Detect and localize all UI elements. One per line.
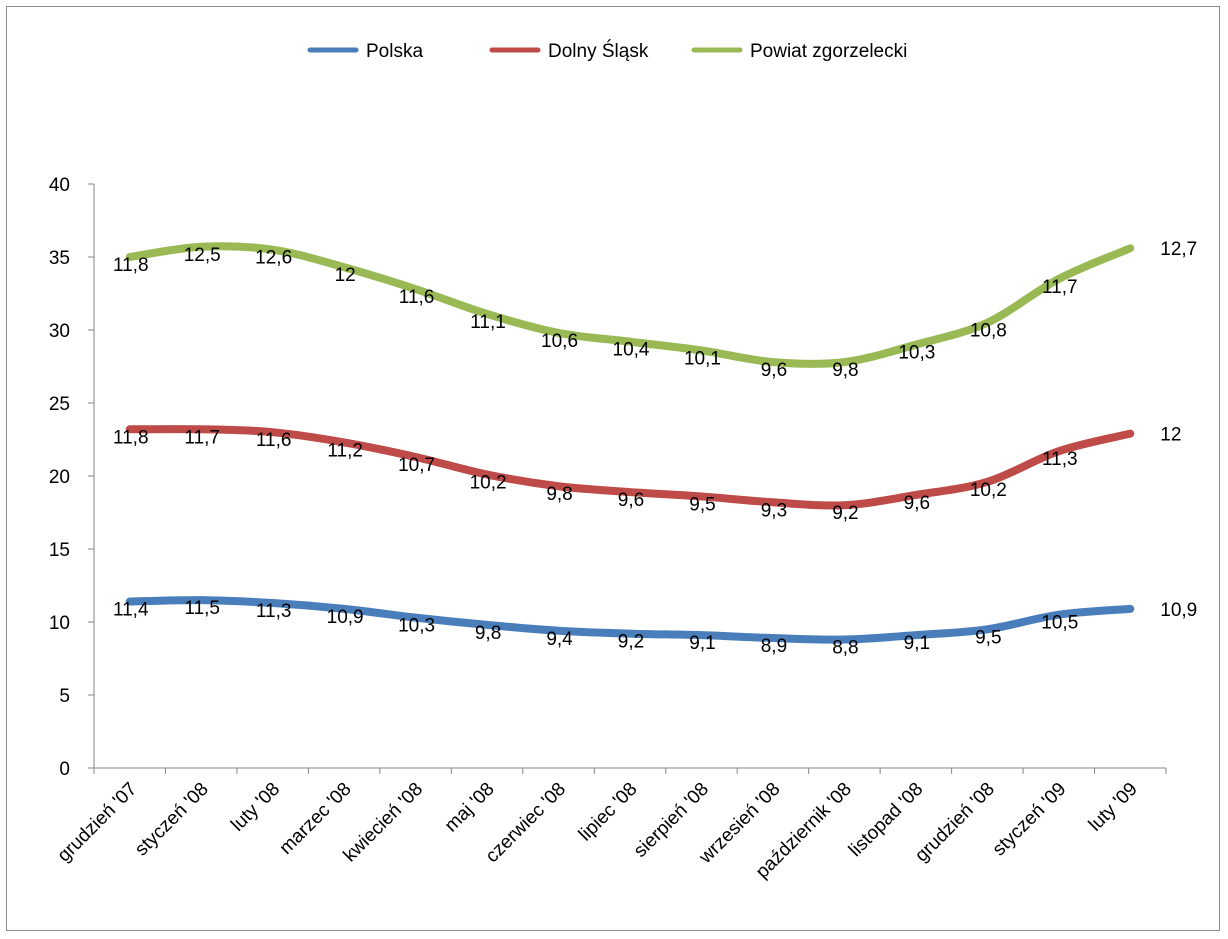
y-tick-label: 5: [59, 686, 70, 707]
data-label: 9,6: [618, 490, 644, 511]
data-label: 9,1: [904, 633, 930, 654]
data-label: 10,3: [898, 343, 935, 364]
x-tick-label: styczeń '09: [989, 779, 1071, 861]
x-tick-label: lipiec '08: [575, 779, 642, 846]
legend-label: Polska: [366, 41, 423, 62]
data-label: 11,3: [256, 601, 292, 622]
data-label: 12,6: [255, 248, 292, 269]
data-label: 10,2: [970, 480, 1007, 501]
data-label: 10,2: [470, 473, 507, 494]
series-line-1: [125, 425, 1135, 510]
data-label: 10,6: [541, 331, 578, 352]
data-label: 10,1: [684, 348, 721, 369]
data-label: 9,5: [975, 627, 1001, 648]
data-label: 11,7: [184, 427, 220, 448]
legend-label: Dolny Śląsk: [548, 40, 649, 62]
data-label: 10,9: [1160, 600, 1197, 621]
y-tick-label: 10: [49, 613, 70, 634]
data-label: 12: [1160, 425, 1181, 446]
y-tick-label: 30: [49, 321, 70, 342]
legend-label: Powiat zgorzelecki: [750, 41, 907, 62]
series-line-0: [125, 596, 1135, 644]
data-label: 9,2: [832, 503, 858, 524]
x-tick-label: luty '09: [1085, 779, 1142, 836]
data-label: 9,5: [689, 494, 715, 515]
data-label: 10,3: [398, 616, 435, 637]
x-tick-label: styczeń '08: [131, 779, 213, 861]
data-label: 10,8: [970, 321, 1007, 342]
data-label: 9,1: [689, 633, 715, 654]
data-label: 10,9: [327, 607, 364, 628]
y-tick-label: 20: [49, 467, 70, 488]
x-tick-label: grudzień '07: [54, 779, 142, 867]
data-label: 12,5: [184, 245, 221, 266]
data-label: 9,4: [546, 629, 573, 650]
data-label: 10,7: [398, 455, 435, 476]
data-label: 11,2: [327, 440, 363, 461]
data-labels: 11,4 11,5 11,3 10,9 10,3 9,8 9,4 9,2 9,1 8,9 8,8 9,…: [113, 239, 1197, 658]
series-line-2: [125, 242, 1135, 368]
data-label: 11,6: [399, 287, 435, 308]
data-label: 11,1: [470, 312, 506, 333]
x-tick-label: maj '08: [441, 779, 499, 837]
y-tick-label: 25: [49, 394, 70, 415]
legend: Polska Dolny Śląsk Powiat zgorzelecki: [307, 40, 907, 62]
data-label: 9,8: [475, 623, 501, 644]
data-label: 10,5: [1041, 613, 1078, 634]
x-tick-label: luty '08: [227, 779, 284, 836]
data-label: 9,8: [546, 484, 572, 505]
data-label: 8,9: [761, 636, 787, 657]
data-label: 11,6: [256, 430, 292, 451]
data-label: 9,2: [618, 632, 644, 653]
data-label: 11,7: [1042, 277, 1078, 298]
data-label: 9,6: [904, 493, 930, 514]
data-label: 10,4: [613, 340, 650, 361]
data-label: 9,8: [832, 360, 858, 381]
data-label: 8,8: [832, 638, 858, 659]
data-label: 11,5: [184, 598, 220, 619]
data-label: 11,4: [113, 600, 149, 621]
data-label: 9,6: [761, 360, 787, 381]
data-label: 11,8: [113, 427, 149, 448]
y-tick-label: 35: [49, 248, 70, 269]
data-label: 9,3: [761, 500, 787, 521]
data-label: 11,8: [113, 255, 149, 276]
y-tick-label: 15: [49, 540, 70, 561]
data-label: 11,3: [1042, 449, 1078, 470]
data-label: 12,7: [1160, 239, 1197, 260]
chart-frame: [6, 6, 1220, 931]
y-tick-label: 0: [59, 759, 70, 780]
y-tick-label: 40: [49, 175, 70, 196]
series-layer: [125, 242, 1135, 644]
data-label: 12: [335, 265, 356, 286]
